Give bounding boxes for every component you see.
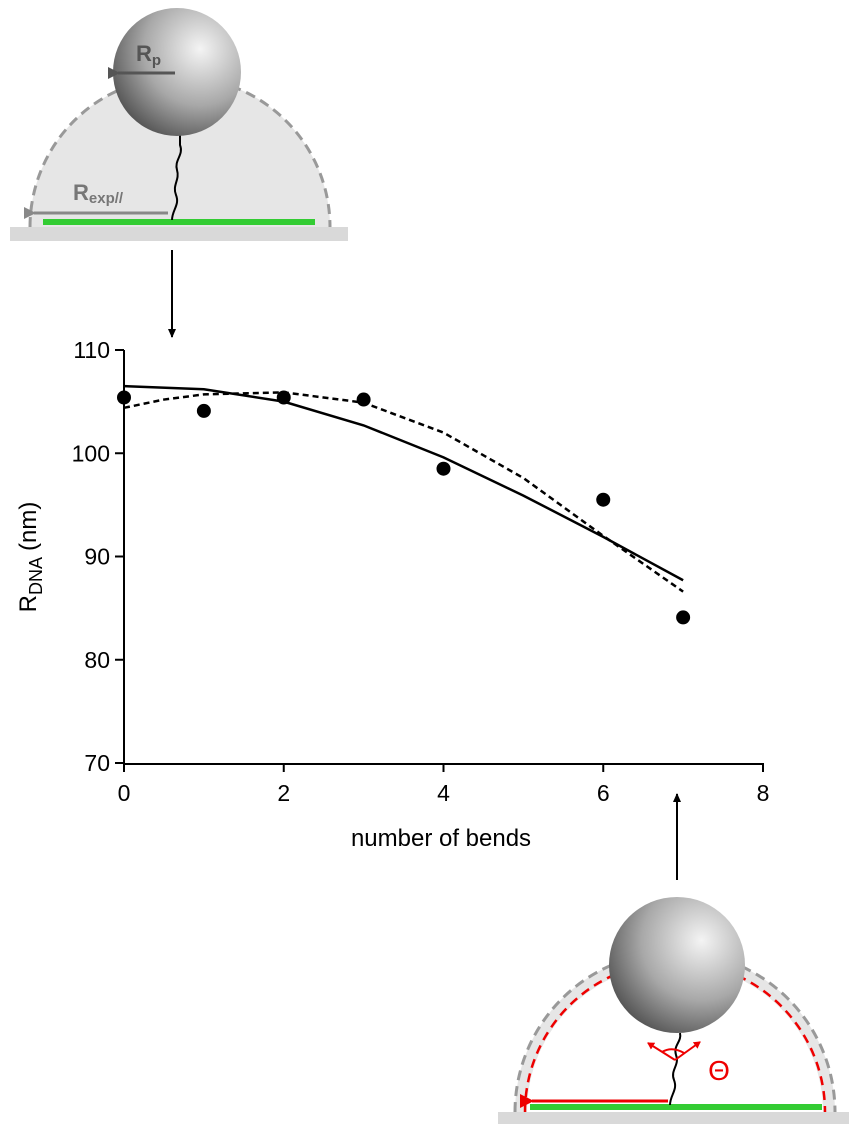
- surface: [498, 1112, 849, 1124]
- data-point: [676, 610, 691, 625]
- y-tick-label: 110: [73, 337, 110, 363]
- bead: [609, 897, 745, 1033]
- x-tick-label: 6: [597, 780, 610, 806]
- top-diagram: Rp Rexp//: [10, 8, 348, 241]
- angle-arc: [661, 1048, 685, 1054]
- confinement-boundary: [28, 75, 332, 228]
- angle-label: Θ: [708, 1055, 730, 1086]
- x-tick-label: 0: [118, 780, 131, 806]
- y-tick-label: 70: [84, 750, 110, 776]
- data-point: [596, 492, 611, 507]
- chart: number of bends RDNA(nm) 70 80 90 100 110 0 2 4…: [15, 337, 769, 852]
- y-tick-label: 80: [84, 647, 110, 673]
- fit-curve-dashed: [123, 391, 684, 593]
- data-point: [436, 461, 451, 476]
- dna-tether: [171, 134, 182, 221]
- extension-label: Rexp//: [73, 180, 124, 207]
- y-tick-label: 100: [72, 440, 110, 466]
- y-axis-label: RDNA(nm): [15, 502, 46, 613]
- data-point: [356, 392, 371, 407]
- radius-label: Rp: [136, 41, 161, 69]
- dna-tether: [669, 1032, 682, 1106]
- x-tick-label: 4: [437, 780, 450, 806]
- bead: [113, 8, 241, 136]
- x-tick-label: 2: [277, 780, 290, 806]
- bottom-diagram: Θ: [498, 897, 849, 1124]
- data-point: [117, 390, 131, 405]
- angle-arrow: [674, 1041, 701, 1061]
- data-point: [196, 403, 211, 418]
- x-tick-label: 8: [757, 780, 770, 806]
- x-axis-label: number of bends: [351, 825, 531, 852]
- surface: [10, 227, 348, 241]
- fit-curve: [123, 384, 684, 582]
- y-tick-label: 90: [84, 544, 110, 570]
- angle-arrow: [647, 1042, 676, 1061]
- confinement-boundary: [513, 950, 837, 1113]
